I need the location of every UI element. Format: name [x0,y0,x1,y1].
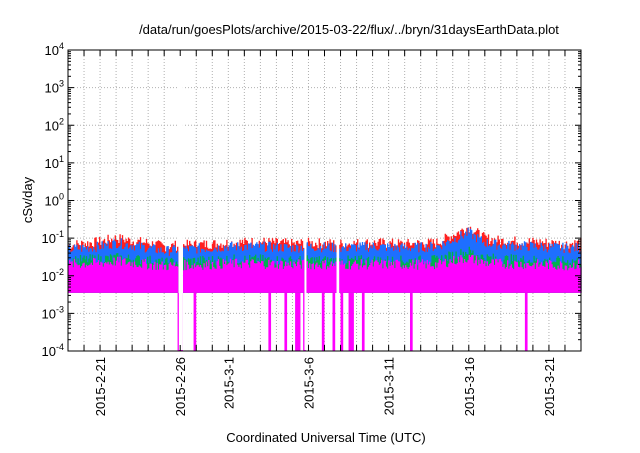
y-axis-label: cSv/day [20,176,35,223]
y-tick-label: 100 [45,192,64,209]
x-tick-label: 2015-3-11 [382,357,397,415]
dropout-spike [284,292,288,351]
x-axis-label: Coordinated Universal Time (UTC) [226,430,425,445]
dropout-spike [193,292,197,351]
x-tick-label: 2015-2-21 [93,357,108,416]
y-tick-label: 104 [45,41,64,58]
data-gap [304,51,307,350]
dropout-spike [361,292,365,351]
y-tick-label: 101 [45,154,64,171]
data-gaps [178,51,340,350]
y-tick-label: 103 [45,79,64,96]
plot-frame [67,49,582,352]
dropout-spike [295,292,301,351]
x-tick-label: 2015-3-1 [221,357,236,409]
dropout-spike [268,292,272,351]
dropout-spike [340,292,344,351]
dropout-spike [410,292,413,351]
tick-labels: 10-4 10-3 10-2 10-1 100 101 102 103 104 2015-2-21… [42,41,557,416]
data-gap [336,51,340,350]
y-tick-label: 102 [45,116,64,133]
x-tick-label: 2015-2-26 [173,357,188,416]
dropout-spike [348,292,354,351]
dropout-spike [332,292,336,351]
data-gap [178,51,183,350]
y-tick-label: 10-3 [42,304,64,321]
y-tick-label: 10-1 [42,229,64,246]
y-tick-label: 10-2 [42,267,64,284]
dropout-spike [321,292,325,351]
x-tick-label: 2015-3-6 [301,357,316,409]
x-tick-label: 2015-3-21 [542,357,557,416]
chart-title: /data/run/goesPlots/archive/2015-03-22/f… [139,22,559,37]
x-tick-label: 2015-3-16 [462,357,477,416]
dropout-spike [524,292,528,351]
axes [67,49,582,352]
y-tick-label: 10-4 [42,342,64,359]
